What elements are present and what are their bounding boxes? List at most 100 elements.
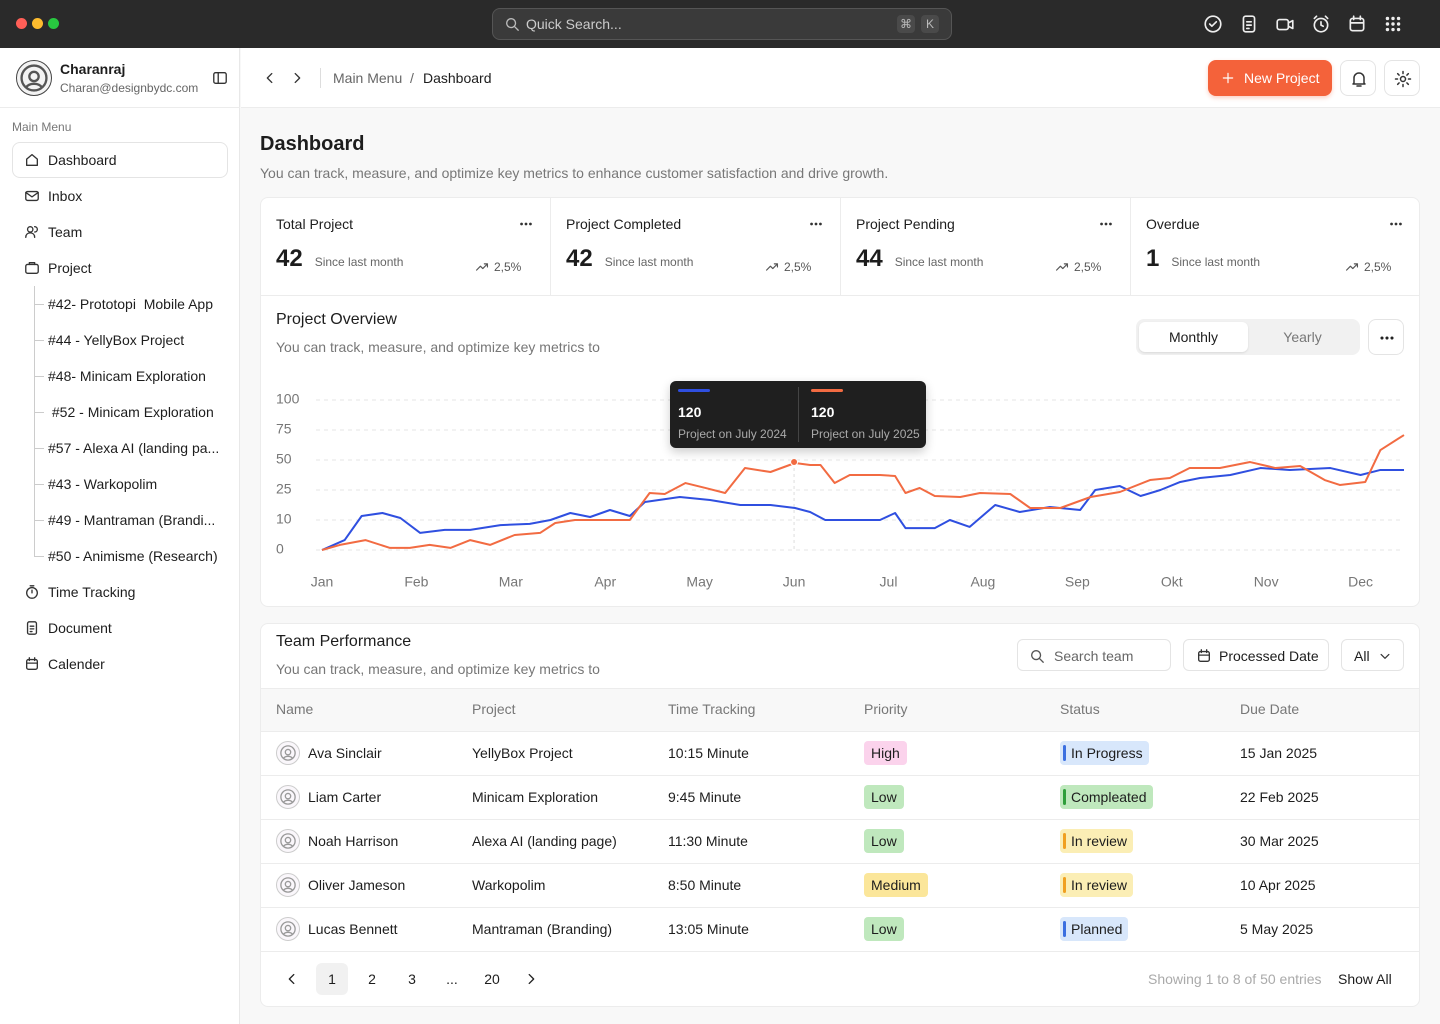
date-filter[interactable]: Processed Date <box>1183 639 1329 671</box>
series-line <box>321 434 1405 551</box>
tree-branch <box>34 520 44 521</box>
search-icon <box>1031 650 1044 663</box>
x-tick-label: Mar <box>499 574 523 590</box>
due-date: 30 Mar 2025 <box>1240 833 1319 849</box>
tooltip-label: Project on July 2025 <box>811 427 920 441</box>
forward-button <box>294 72 301 84</box>
priority-badge: High <box>864 741 907 765</box>
nav-item[interactable]: Team <box>48 224 83 240</box>
nav-item[interactable]: Inbox <box>48 188 83 204</box>
tab[interactable]: Monthly <box>1168 329 1219 345</box>
stats-bottom <box>260 295 1420 296</box>
avatar-face <box>280 745 296 761</box>
back-button <box>266 72 273 84</box>
new-project-button[interactable]: New Project <box>1208 60 1332 96</box>
project-item[interactable]: #52 - Minicam Exploration <box>48 404 214 420</box>
nav-item[interactable]: Time Tracking <box>48 584 136 600</box>
stat-row: 44 Since last month <box>856 247 983 278</box>
row-divider <box>261 863 1419 864</box>
hover-dot <box>790 458 799 466</box>
status-badge: Planned <box>1060 917 1129 941</box>
trend-icon <box>1055 263 1069 271</box>
notifications-button[interactable] <box>1340 60 1376 96</box>
nav-item[interactable]: Dashboard <box>48 152 117 168</box>
tab[interactable]: Yearly <box>1283 329 1322 345</box>
toolbar-icon <box>1349 15 1365 32</box>
project-name: Alexa AI (landing page) <box>472 833 617 849</box>
nav-item[interactable]: Document <box>48 620 112 636</box>
series-line <box>321 467 1404 551</box>
page-number[interactable]: 3 <box>408 971 416 987</box>
stat-row: 42 Since last month <box>566 247 693 278</box>
tree-branch <box>34 448 44 449</box>
member-name: Oliver Jameson <box>308 877 406 893</box>
status-filter[interactable]: All <box>1341 639 1404 671</box>
show-all[interactable]: Show All <box>1338 971 1392 987</box>
avatar-face <box>20 64 48 92</box>
y-tick-label: 50 <box>276 451 292 467</box>
plus-icon <box>1222 72 1234 84</box>
x-tick-label: Sep <box>1065 574 1090 590</box>
priority-badge: Low <box>864 829 904 853</box>
stat-value: 1 <box>1146 245 1160 272</box>
filter-label: Processed Date <box>1219 648 1319 664</box>
x-tick-label: Jan <box>311 574 334 590</box>
member-name: Lucas Bennett <box>308 921 398 937</box>
window-control[interactable] <box>16 18 27 29</box>
project-name: Minicam Exploration <box>472 789 599 805</box>
priority-badge: Medium <box>864 873 928 897</box>
trend-icon <box>1345 263 1359 271</box>
project-item[interactable]: #57 - Alexa AI (landing pa... <box>48 440 220 456</box>
tree-branch <box>34 340 44 341</box>
nav-icon <box>26 154 38 166</box>
project-item[interactable]: #50 - Animisme (Research) <box>48 548 218 564</box>
stat-menu <box>810 222 822 226</box>
team-search[interactable]: Search team <box>1017 639 1171 671</box>
nav-active <box>12 142 228 178</box>
project-item[interactable]: #48- Minicam Exploration <box>48 368 206 384</box>
nav-item[interactable]: Calender <box>48 656 105 672</box>
page-number[interactable]: 20 <box>484 971 500 987</box>
status-bar <box>1063 877 1066 893</box>
table-header <box>261 688 1419 732</box>
quick-search[interactable]: Quick Search... ⌘ K <box>492 8 952 40</box>
page-number[interactable]: 1 <box>328 971 336 987</box>
x-tick-label: Aug <box>970 574 995 590</box>
project-item[interactable]: #42- Prototopi Mobile App <box>48 296 213 312</box>
status-badge: In review <box>1060 829 1134 853</box>
page-number[interactable]: ... <box>446 971 458 987</box>
user-email: Charan@designbydc.com <box>60 81 199 95</box>
column-header: Project <box>472 701 516 717</box>
row-divider <box>261 819 1419 820</box>
x-tick-label: Nov <box>1254 574 1279 590</box>
sidebar <box>0 48 240 1024</box>
settings-button[interactable] <box>1384 60 1420 96</box>
due-date: 10 Apr 2025 <box>1240 877 1316 893</box>
user-name: Charanraj <box>60 61 126 77</box>
nav-item[interactable]: Project <box>48 260 92 276</box>
x-tick-label: Jun <box>783 574 806 590</box>
page-number[interactable]: 2 <box>368 971 376 987</box>
nav-icon <box>25 262 39 274</box>
breadcrumb-item[interactable]: Main Menu <box>333 70 403 86</box>
stat-menu <box>1390 222 1402 226</box>
row-divider <box>261 907 1419 908</box>
bell-icon <box>1352 72 1366 87</box>
y-tick-label: 0 <box>276 541 284 557</box>
x-tick-label: Dec <box>1348 574 1373 590</box>
stat-menu <box>520 222 532 226</box>
status-badge: Compleated <box>1060 785 1153 809</box>
nav-icon <box>25 226 38 238</box>
project-item[interactable]: #49 - Mantraman (Brandi... <box>48 512 216 528</box>
window-control[interactable] <box>32 18 43 29</box>
stat-change: 2,5% <box>784 260 812 274</box>
more-button[interactable] <box>1368 319 1404 355</box>
status-badge: In Progress <box>1060 741 1149 765</box>
stat-title: Project Pending <box>856 216 955 232</box>
menu-section: Main Menu <box>12 120 72 134</box>
project-item[interactable]: #43 - Warkopolim <box>48 476 158 492</box>
team-card <box>260 623 1420 1007</box>
window-control[interactable] <box>48 18 59 29</box>
project-item[interactable]: #44 - YellyBox Project <box>48 332 185 348</box>
